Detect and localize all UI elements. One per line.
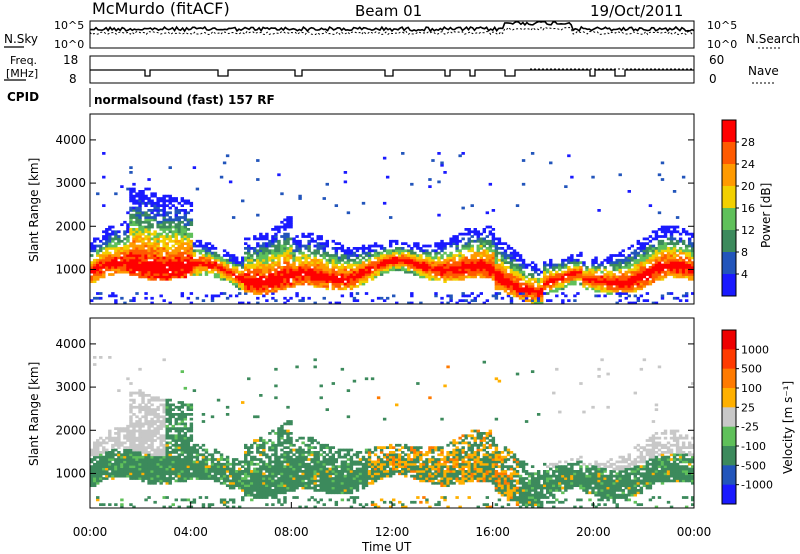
x-tick-label: 04:00 [173,525,208,539]
velocity-colorbar-label: Velocity [m s⁻¹] [781,381,795,474]
nsearch-series [89,26,695,36]
x-tick-label: 08:00 [274,525,309,539]
freq-label-line1: Freq. [10,54,37,67]
freq-label-line2: [MHz] [6,67,38,80]
power-colorbar-label: Power [dB] [759,183,773,248]
velocity-heatmap [90,356,695,509]
x-axis-label: Time UT [361,540,412,554]
colorbar-swatch [722,388,736,408]
freq-series [90,69,694,77]
colorbar-swatch [722,407,736,428]
cpid-label: CPID [7,90,39,104]
y-tick-label: 4000 [55,337,86,351]
x-tick-label: 00:00 [677,525,712,539]
freq-tick-top: 18 [63,53,78,67]
colorbar-tick-label: 8 [741,246,748,259]
colorbar-swatch [722,142,736,165]
y-tick-label: 4000 [55,133,86,147]
colorbar-tick-label: 20 [741,180,755,193]
colorbar-tick-label: -25 [741,421,759,434]
colorbar-tick-label: -500 [741,459,766,472]
y-tick-label: 1000 [55,262,86,276]
figure-title: McMurdo (fitACF) [92,0,230,18]
colorbar-swatch [722,349,736,370]
colorbar-tick-label: -1000 [741,479,773,492]
nsky-panel: N.Sky 10^5 10^0 10^5 10^0 N.Search [4,19,800,51]
nsky-tick-top: 10^5 [54,19,84,32]
colorbar-swatch [722,484,736,505]
nave-tick-bottom: 0 [709,72,717,86]
power-ylabel: Slant Range [km] [27,158,41,262]
nsky-label: N.Sky [4,32,38,46]
colorbar-tick-label: 16 [741,202,755,215]
x-tick-label: 20:00 [576,525,611,539]
colorbar-swatch [722,208,736,231]
colorbar-swatch [722,230,736,253]
colorbar-tick-label: 500 [741,363,762,376]
colorbar-swatch [722,186,736,209]
y-tick-label: 3000 [55,380,86,394]
x-tick-label: 12:00 [375,525,410,539]
nsearch-label: N.Search [746,32,800,46]
y-tick-label: 2000 [55,219,86,233]
freq-tick-bottom: 8 [69,72,77,86]
colorbar-tick-label: -100 [741,440,766,453]
y-tick-label: 3000 [55,176,86,190]
x-tick-label: 16:00 [475,525,510,539]
beam-label: Beam 01 [355,2,422,20]
colorbar-tick-label: 100 [741,382,762,395]
colorbar-swatch [722,252,736,275]
power-panel: 1000 2000 3000 4000 Slant Range [km] 28 24 20… [27,113,773,305]
colorbar-tick-label: 4 [741,268,748,281]
colorbar-swatch [722,164,736,187]
colorbar-tick-label: 1000 [741,343,769,356]
nsearch-tick-bottom: 10^0 [707,38,737,51]
colorbar-swatch [722,120,736,143]
colorbar-swatch [722,330,736,350]
freq-panel: Freq. [MHz] 18 8 60 0 Nave [4,53,779,86]
colorbar-tick-label: 12 [741,224,755,237]
y-tick-label: 2000 [55,423,86,437]
nsearch-tick-top: 10^5 [707,19,737,32]
y-tick-label: 1000 [55,466,86,480]
nsky-tick-bottom: 10^0 [54,38,84,51]
colorbar-swatch [722,274,736,297]
nave-label: Nave [748,64,779,78]
date-label: 19/Oct/2011 [590,2,683,20]
cpid-text: normalsound (fast) 157 RF [94,93,275,107]
colorbar-tick-label: 24 [741,158,755,171]
colorbar-tick-label: 28 [741,136,755,149]
colorbar-swatch [722,446,736,466]
colorbar-swatch [722,465,736,486]
velocity-panel: 1000 2000 3000 4000 Slant Range [km] 00:00 0… [27,317,795,554]
colorbar-tick-label: 25 [741,401,755,414]
power-heatmap [90,152,695,305]
x-tick-label: 00:00 [73,525,108,539]
nsky-series [89,20,695,33]
nave-tick-top: 60 [709,53,724,67]
colorbar-swatch [722,368,736,389]
velocity-ylabel: Slant Range [km] [27,362,41,466]
colorbar-swatch [722,426,736,447]
